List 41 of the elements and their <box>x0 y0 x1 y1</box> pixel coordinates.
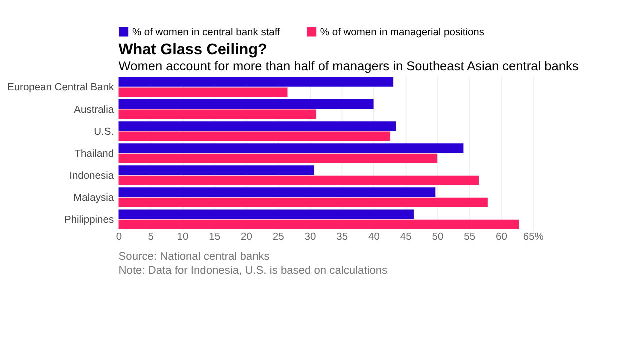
bar <box>118 220 520 230</box>
x-tick-label: 60 <box>496 232 508 244</box>
x-tick-label: 10 <box>177 232 189 244</box>
y-tick-label: Indonesia <box>70 170 114 182</box>
bar <box>118 154 438 164</box>
y-tick-label: Australia <box>74 104 114 116</box>
bar <box>118 110 316 120</box>
x-tick-label: 20 <box>241 232 253 244</box>
bar <box>118 210 414 220</box>
chart-subtitle: Women account for more than half of managers in Southeast Asian central banks <box>118 58 579 74</box>
bar <box>118 132 390 142</box>
y-tick-label: Thailand <box>74 148 114 160</box>
x-tick-label: 50 <box>432 232 444 244</box>
x-tick-label: 65% <box>523 232 544 244</box>
x-tick-label: 40 <box>368 232 380 244</box>
y-tick-label: Malaysia <box>74 192 114 204</box>
x-tick-label: 25 <box>272 232 285 244</box>
text: Note: Data for Indonesia, U.S. is based on calculations <box>118 264 388 277</box>
bar <box>118 144 464 154</box>
bar <box>118 78 394 87</box>
bar <box>118 166 315 176</box>
bar <box>118 176 479 186</box>
x-tick-label: 15 <box>209 232 221 244</box>
x-tick-label: 30 <box>304 232 316 244</box>
bar <box>118 100 374 109</box>
x-tick-label: 0 <box>116 232 122 244</box>
bar <box>118 122 396 131</box>
bar <box>118 88 288 98</box>
legend-label: % of women in central bank staff <box>132 28 281 38</box>
y-tick-label: Philippines <box>64 214 114 226</box>
x-tick-label: 45 <box>400 232 412 244</box>
x-tick-label: 5 <box>148 232 154 244</box>
x-tick-label: 35 <box>336 232 348 244</box>
bar <box>118 198 488 208</box>
x-tick-label: 55 <box>464 232 476 244</box>
source-note: Source: National central banks <box>118 251 270 264</box>
chart-title: What Glass Ceiling? <box>118 41 268 58</box>
y-tick-label: U.S. <box>94 126 114 138</box>
y-tick-label: European Central Bank <box>8 82 115 94</box>
legend-label: % of women in managerial positions <box>320 28 485 38</box>
bar <box>118 188 436 198</box>
